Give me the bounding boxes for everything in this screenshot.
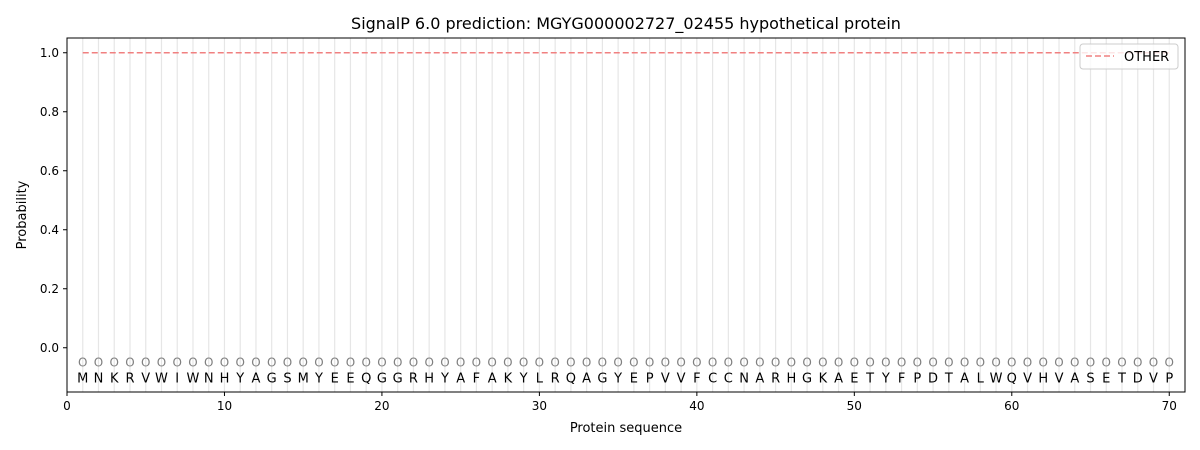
residue-marker: O	[1054, 356, 1063, 370]
x-tick-label: 50	[847, 399, 862, 413]
residue-marker: O	[881, 356, 890, 370]
residue-marker: O	[755, 356, 764, 370]
residue-marker: O	[913, 356, 922, 370]
x-axis-label: Protein sequence	[570, 421, 682, 436]
residue-marker: O	[724, 356, 733, 370]
residue-marker: O	[661, 356, 670, 370]
legend-label-other: OTHER	[1124, 50, 1169, 65]
residue-marker: O	[110, 356, 119, 370]
y-tick-label: 0.0	[40, 341, 59, 355]
residue-marker: O	[1165, 356, 1174, 370]
residue-marker: O	[818, 356, 827, 370]
residue-marker: O	[1133, 356, 1142, 370]
residue-marker: O	[424, 356, 433, 370]
residue-marker: O	[1039, 356, 1048, 370]
residue-marker: O	[361, 356, 370, 370]
residue-marker: O	[1149, 356, 1158, 370]
residue-marker: O	[503, 356, 512, 370]
residue-marker: O	[235, 356, 244, 370]
residue-marker: O	[125, 356, 134, 370]
residue-marker: O	[582, 356, 591, 370]
y-tick-label: 0.2	[40, 282, 59, 296]
residue-marker: O	[346, 356, 355, 370]
residue-marker: O	[393, 356, 402, 370]
residue-marker: O	[204, 356, 213, 370]
residue-marker: O	[409, 356, 418, 370]
residue-marker: O	[897, 356, 906, 370]
residue-marker: O	[708, 356, 717, 370]
residue-marker: O	[1117, 356, 1126, 370]
residue-marker: O	[944, 356, 953, 370]
y-tick-label: 0.6	[40, 164, 59, 178]
residue-marker: O	[251, 356, 260, 370]
residue-marker: O	[472, 356, 481, 370]
x-tick-label: 60	[1004, 399, 1019, 413]
residue-marker: O	[314, 356, 323, 370]
residue-marker: O	[739, 356, 748, 370]
x-tick-label: 40	[689, 399, 704, 413]
y-tick-label: 1.0	[40, 46, 59, 60]
x-tick-label: 10	[217, 399, 232, 413]
residue-marker: O	[535, 356, 544, 370]
residue-marker: O	[220, 356, 229, 370]
chart-title: SignalP 6.0 prediction: MGYG000002727_02…	[351, 14, 901, 34]
residue-marker: O	[645, 356, 654, 370]
plot-frame	[66, 37, 1186, 393]
residue-marker: O	[283, 356, 292, 370]
residue-marker: O	[1086, 356, 1095, 370]
residue-marker: O	[1070, 356, 1079, 370]
residue-marker: O	[298, 356, 307, 370]
residue-marker: O	[188, 356, 197, 370]
residue-marker: O	[834, 356, 843, 370]
residue-marker: O	[78, 356, 87, 370]
residue-marker: O	[991, 356, 1000, 370]
residue-marker: O	[157, 356, 166, 370]
y-tick-label: 0.4	[40, 223, 59, 237]
y-axis-label: Probability	[15, 180, 30, 249]
residue-marker: O	[598, 356, 607, 370]
residue-marker: O	[377, 356, 386, 370]
residue-marker: O	[330, 356, 339, 370]
residue-marker: O	[566, 356, 575, 370]
residue-marker: O	[172, 356, 181, 370]
residue-marker: O	[267, 356, 276, 370]
residue-marker: O	[676, 356, 685, 370]
residue-marker: O	[802, 356, 811, 370]
residue-marker: O	[1023, 356, 1032, 370]
residue-marker: O	[629, 356, 638, 370]
x-tick-label: 20	[374, 399, 389, 413]
residue-marker: O	[865, 356, 874, 370]
residue-marker: O	[771, 356, 780, 370]
residue-marker: O	[692, 356, 701, 370]
residue-marker: O	[1102, 356, 1111, 370]
x-tick-label: 0	[63, 399, 71, 413]
y-tick-label: 0.8	[40, 105, 59, 119]
x-tick-label: 30	[532, 399, 547, 413]
residue-marker: O	[94, 356, 103, 370]
residue-marker: O	[519, 356, 528, 370]
residue-marker: O	[456, 356, 465, 370]
residue-marker: O	[440, 356, 449, 370]
residue-marker: O	[850, 356, 859, 370]
residue-marker: O	[928, 356, 937, 370]
residue-marker: O	[550, 356, 559, 370]
legend: OTHER	[1079, 43, 1179, 70]
residue-marker: O	[613, 356, 622, 370]
residue-marker: O	[141, 356, 150, 370]
residue-marker: O	[976, 356, 985, 370]
residue-marker: O	[487, 356, 496, 370]
residue-marker: O	[960, 356, 969, 370]
residue-sequence: MNKRVWIWNHYAGSMYEEQGGRHYAFAKYLRQAGYEPVVF…	[77, 371, 1173, 386]
residue-marker: O	[1007, 356, 1016, 370]
x-tick-label: 70	[1162, 399, 1177, 413]
residue-marker: O	[787, 356, 796, 370]
